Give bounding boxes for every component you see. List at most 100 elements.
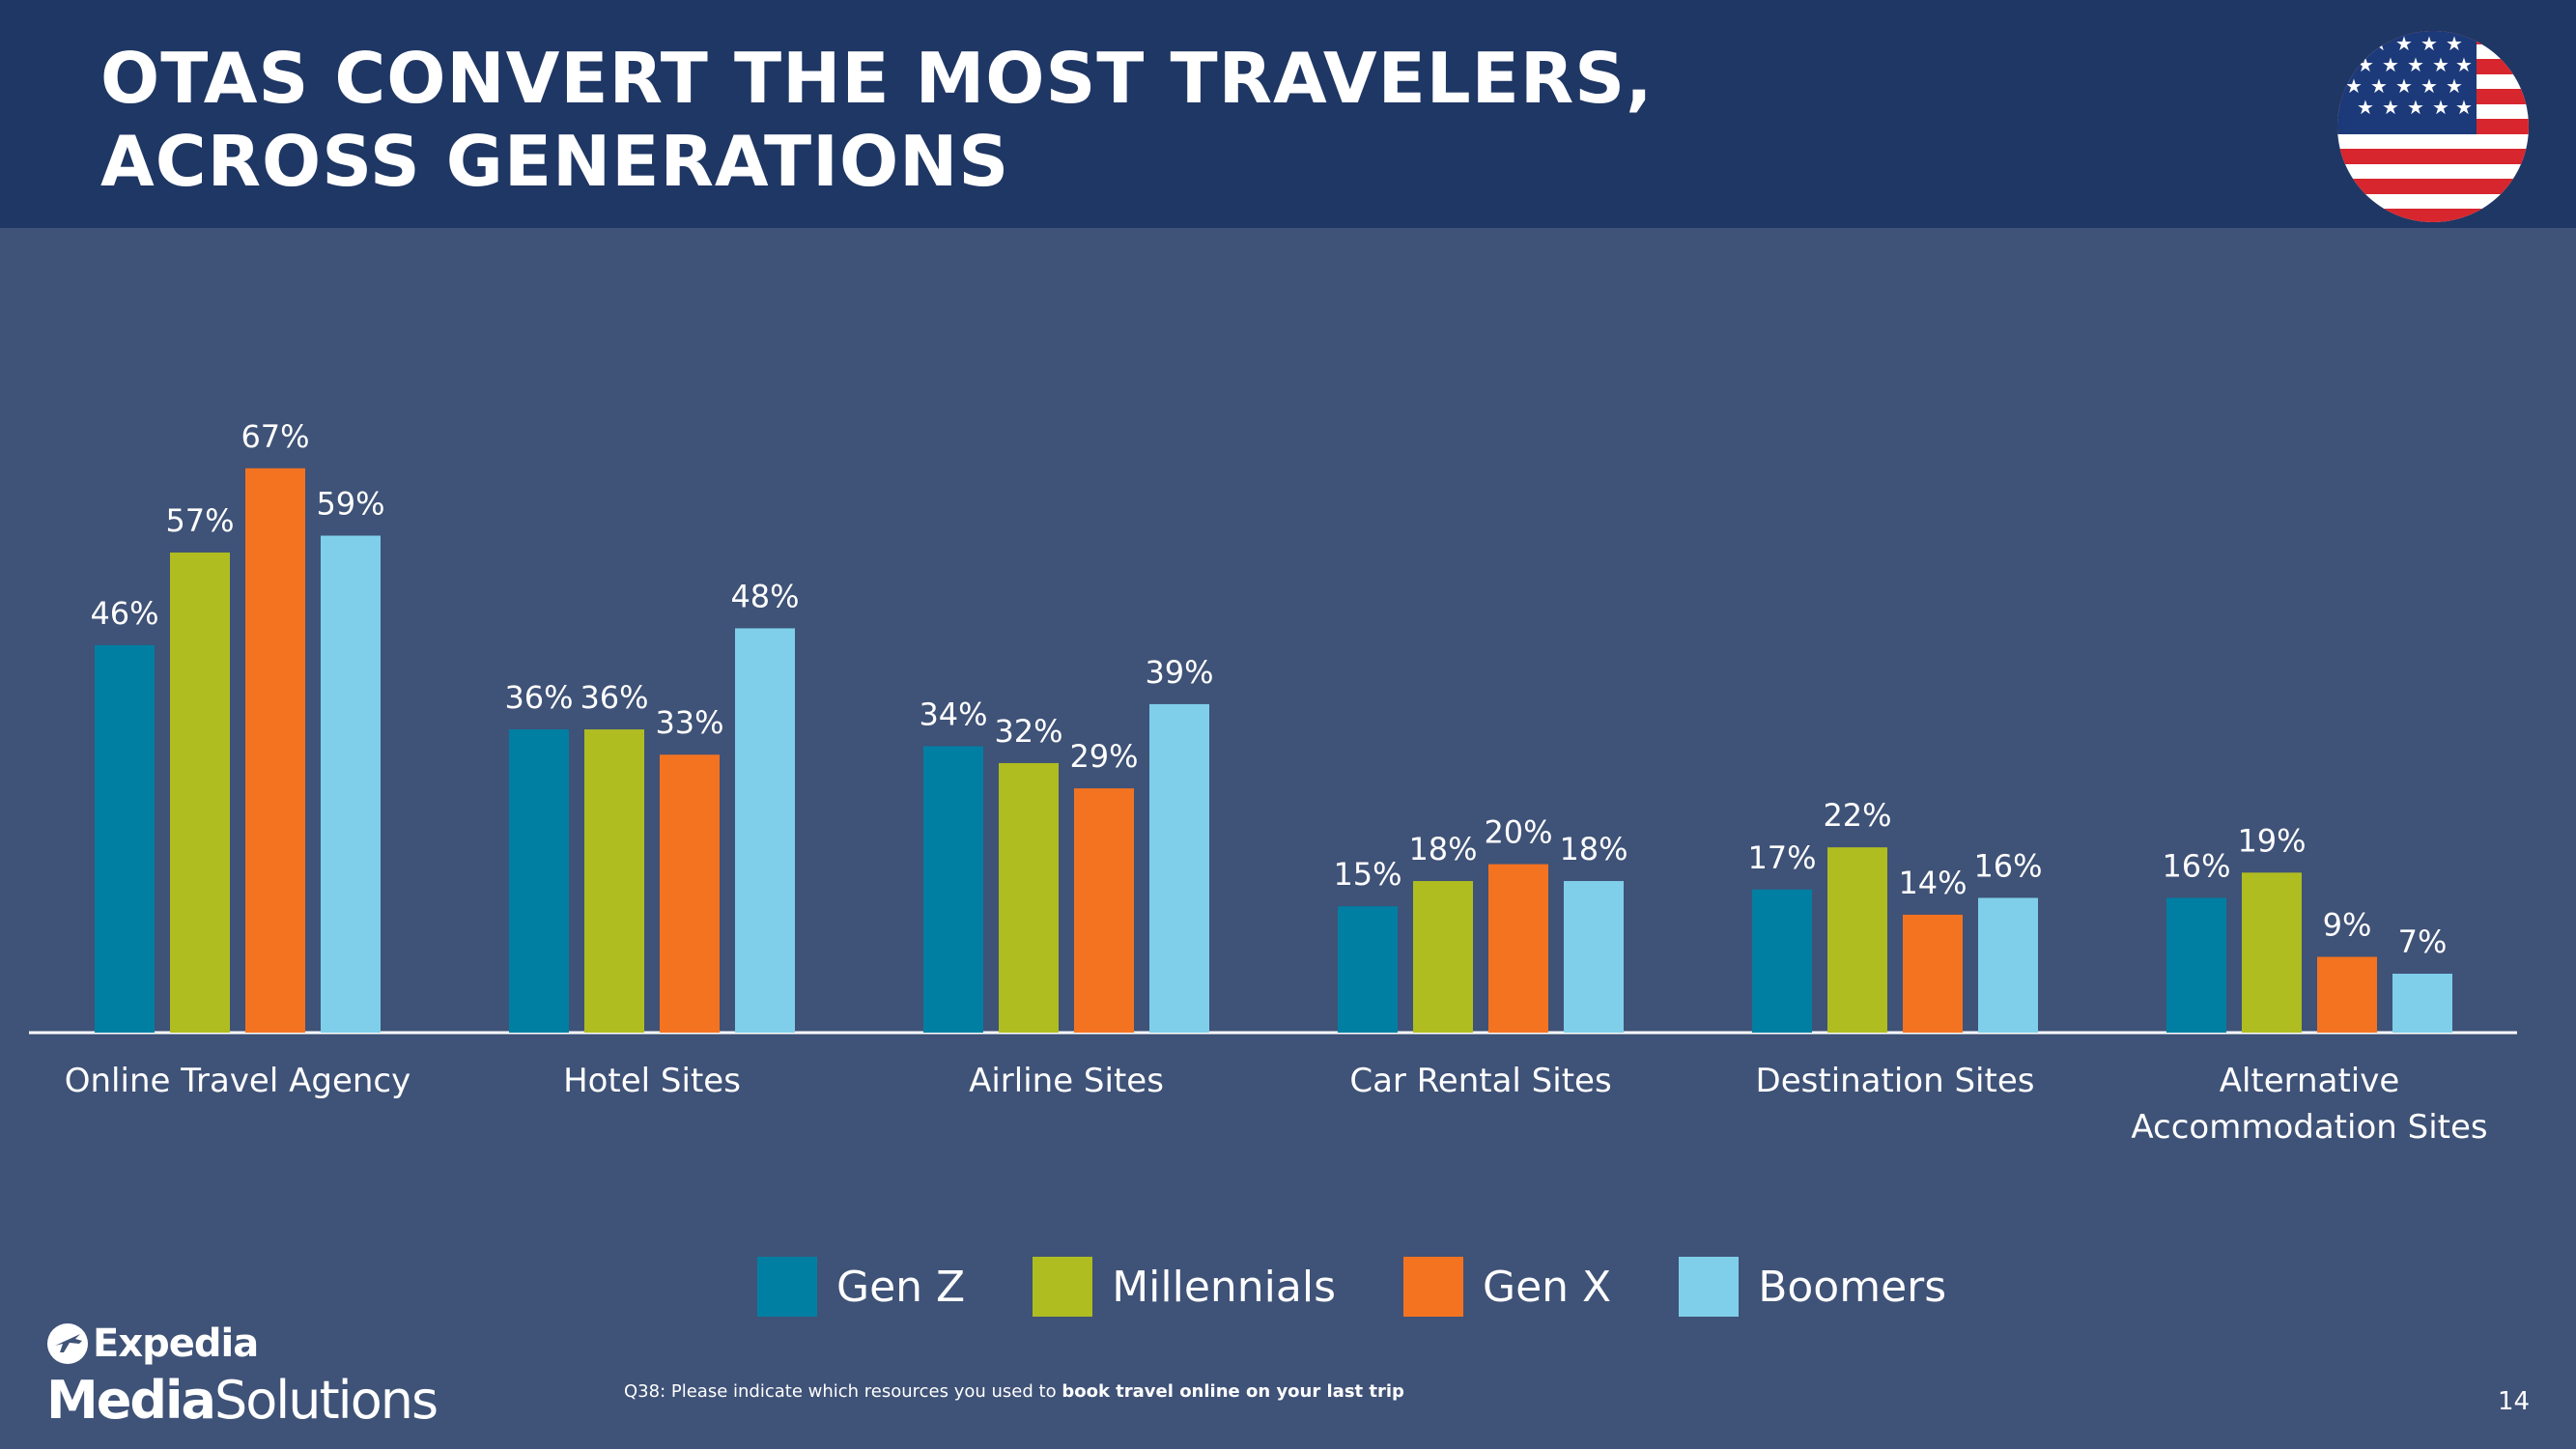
title-line-1: OTAS CONVERT THE MOST TRAVELERS, <box>100 38 1654 119</box>
bar-boomers-online-travel-agency <box>321 535 381 1033</box>
value-label: 18% <box>1408 831 1477 867</box>
legend-item-gen-z: Gen Z <box>757 1257 965 1317</box>
logo-expedia-text: Expedia <box>93 1321 259 1366</box>
footnote-emphasis: book travel online on your last trip <box>1062 1381 1404 1402</box>
bar-millennials-alternative-accommodation-sites <box>2242 872 2302 1033</box>
svg-text:★: ★ <box>2395 74 2413 98</box>
value-label: 57% <box>165 502 234 539</box>
value-label: 16% <box>1973 847 2042 884</box>
bar-boomers-alternative-accommodation-sites <box>2392 973 2452 1033</box>
bar-millennials-destination-sites <box>1827 847 1887 1033</box>
bar-gen-z-alternative-accommodation-sites <box>2166 897 2226 1033</box>
legend-label: Gen X <box>1483 1262 1612 1312</box>
footnote-text: Q38: Please indicate which resources you… <box>624 1381 1062 1402</box>
svg-text:★: ★ <box>2370 32 2388 55</box>
value-label: 20% <box>1484 814 1552 851</box>
legend-label: Millennials <box>1112 1262 1337 1312</box>
bar-boomers-hotel-sites <box>735 628 795 1033</box>
bar-millennials-hotel-sites <box>584 729 644 1033</box>
logo-media-text: Media <box>46 1370 216 1431</box>
bar-gen-x-alternative-accommodation-sites <box>2317 956 2377 1033</box>
value-label: 19% <box>2237 822 2306 859</box>
value-label: 7% <box>2398 923 2448 960</box>
bar-gen-z-hotel-sites <box>509 729 569 1033</box>
value-label: 15% <box>1333 856 1401 893</box>
legend-item-gen-x: Gen X <box>1403 1257 1611 1317</box>
bar-gen-x-car-rental-sites <box>1488 864 1548 1033</box>
svg-text:★: ★ <box>2432 53 2449 76</box>
value-label: 22% <box>1823 797 1891 834</box>
svg-text:★: ★ <box>2382 53 2399 76</box>
legend-swatch <box>757 1257 817 1317</box>
value-label: 33% <box>655 704 723 741</box>
value-label: 29% <box>1069 738 1138 775</box>
svg-text:★: ★ <box>2446 32 2463 55</box>
category-label-group: Online Travel Agency Hotel Sites Airline S… <box>65 1062 2488 1147</box>
svg-text:★: ★ <box>2420 74 2438 98</box>
category-label: Hotel Sites <box>563 1062 741 1100</box>
bar-millennials-car-rental-sites <box>1413 881 1473 1033</box>
svg-text:★: ★ <box>2357 53 2374 76</box>
bar-gen-x-destination-sites <box>1903 914 1963 1033</box>
legend-item-millennials: Millennials <box>1033 1257 1336 1317</box>
value-label: 36% <box>504 679 573 716</box>
bar-chart: 46%57%67%59%36% 36%33%48%34% 32%29%39%15%1… <box>29 418 2517 1147</box>
bar-boomers-destination-sites <box>1978 897 2038 1033</box>
value-label: 32% <box>994 713 1062 750</box>
chart-legend: Gen Z Millennials Gen X Boomers <box>757 1256 2014 1318</box>
category-label: Airline Sites <box>969 1062 1164 1100</box>
bar-gen-z-destination-sites <box>1752 889 1812 1033</box>
value-label: 34% <box>919 696 987 733</box>
bar-gen-x-online-travel-agency <box>245 468 305 1033</box>
bar-group <box>95 468 2452 1033</box>
value-label-group: 46%57%67%59%36% 36%33%48%34% 32%29%39%15%1… <box>90 418 2447 960</box>
svg-text:★: ★ <box>2407 96 2424 119</box>
svg-text:★: ★ <box>2395 32 2413 55</box>
value-label: 9% <box>2323 907 2372 944</box>
page-title: OTAS CONVERT THE MOST TRAVELERS, ACROSS … <box>100 37 1654 203</box>
bar-millennials-airline-sites <box>999 762 1059 1033</box>
legend-swatch <box>1403 1257 1464 1317</box>
expedia-media-solutions-logo: Expedia MediaSolutions <box>46 1316 439 1431</box>
svg-text:★: ★ <box>2455 53 2473 76</box>
svg-text:★: ★ <box>2446 74 2463 98</box>
legend-swatch <box>1679 1257 1740 1317</box>
category-label: Car Rental Sites <box>1349 1062 1611 1100</box>
bar-gen-x-hotel-sites <box>660 754 720 1033</box>
logo-solutions-text: Solutions <box>213 1370 439 1431</box>
svg-text:★: ★ <box>2432 96 2449 119</box>
plane-globe-icon <box>47 1323 88 1364</box>
svg-text:★: ★ <box>2382 96 2399 119</box>
bar-gen-z-car-rental-sites <box>1338 906 1398 1033</box>
svg-text:★: ★ <box>2420 32 2438 55</box>
category-label: Online Travel Agency <box>65 1062 410 1100</box>
bar-boomers-car-rental-sites <box>1564 881 1624 1033</box>
category-label: Alternative <box>2220 1062 2400 1100</box>
value-label: 18% <box>1559 831 1628 867</box>
bar-gen-z-online-travel-agency <box>95 644 155 1033</box>
svg-text:★: ★ <box>2357 96 2374 119</box>
value-label: 46% <box>90 595 158 632</box>
legend-label: Boomers <box>1758 1262 1947 1312</box>
value-label: 39% <box>1145 654 1213 691</box>
value-label: 36% <box>580 679 648 716</box>
value-label: 16% <box>2162 847 2230 884</box>
value-label: 48% <box>730 578 799 614</box>
value-label: 17% <box>1747 839 1816 876</box>
legend-swatch <box>1033 1257 1093 1317</box>
value-label: 59% <box>316 486 384 523</box>
survey-question-footnote: Q38: Please indicate which resources you… <box>624 1381 1404 1402</box>
legend-label: Gen Z <box>836 1262 966 1312</box>
us-flag-icon: ★ ★ ★ ★ ★ ★ ★ ★ ★ ★ ★ ★ ★ ★ ★ ★ ★ ★ ★ <box>2337 31 2529 222</box>
svg-text:★: ★ <box>2370 74 2388 98</box>
bar-boomers-airline-sites <box>1149 703 1209 1033</box>
bar-millennials-online-travel-agency <box>170 552 230 1033</box>
title-line-2: ACROSS GENERATIONS <box>100 121 1010 202</box>
category-label: Accommodation Sites <box>2131 1108 2487 1147</box>
legend-item-boomers: Boomers <box>1679 1257 1946 1317</box>
category-label: Destination Sites <box>1756 1062 2035 1100</box>
bar-gen-z-airline-sites <box>923 746 983 1033</box>
value-label: 14% <box>1898 865 1967 901</box>
value-label: 67% <box>241 418 309 455</box>
title-bar: OTAS CONVERT THE MOST TRAVELERS, ACROSS … <box>0 0 2576 228</box>
